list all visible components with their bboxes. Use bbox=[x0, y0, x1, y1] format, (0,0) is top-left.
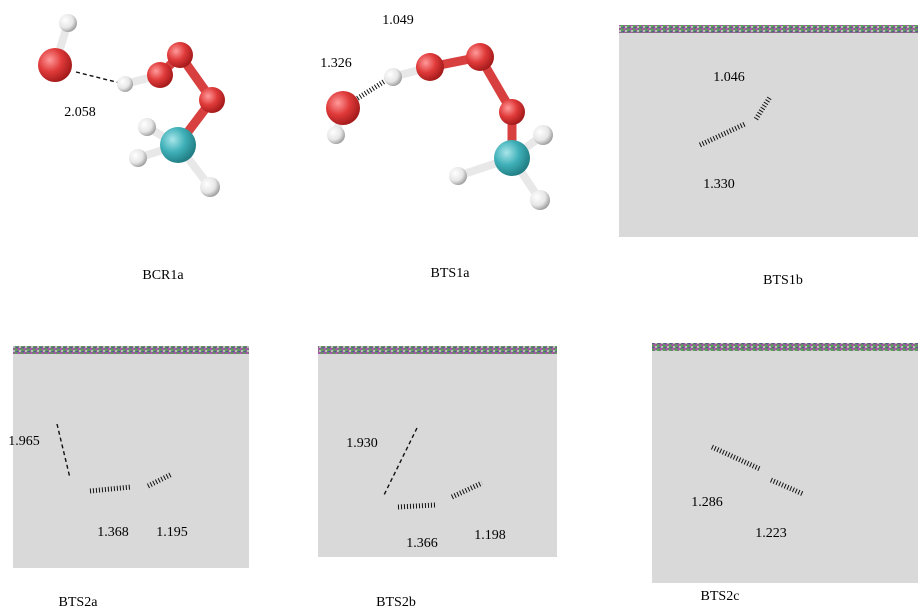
figure: 2.058 BCR1a 1.049 1.326 BTS1a bbox=[0, 0, 918, 610]
atom-o bbox=[167, 42, 193, 68]
atom-o bbox=[38, 48, 72, 82]
panel-label: BTS2c bbox=[701, 589, 740, 604]
atom-o bbox=[499, 99, 525, 125]
atom-h bbox=[530, 190, 550, 210]
distance-label: 1.326 bbox=[320, 56, 352, 71]
panel-bcr1a: 2.058 BCR1a bbox=[38, 14, 225, 283]
atom-h bbox=[200, 177, 220, 197]
atom-h bbox=[59, 14, 77, 32]
distance-label: 1.930 bbox=[346, 436, 378, 451]
atom-h bbox=[327, 126, 345, 144]
h-bond bbox=[76, 72, 120, 83]
atom-h bbox=[138, 118, 156, 136]
atom-h bbox=[129, 149, 147, 167]
panel-bts2a: 1.965 1.368 1.195 BTS2a bbox=[8, 346, 249, 610]
panel-bts1b: 1.046 1.330 BTS1b bbox=[619, 25, 918, 288]
atom-o bbox=[326, 91, 360, 125]
panel-bts1a: 1.049 1.326 BTS1a bbox=[320, 13, 553, 281]
noise-stripe bbox=[619, 25, 918, 33]
noise-stripe bbox=[652, 343, 918, 351]
noise-stripe bbox=[13, 346, 249, 354]
distance-label: 1.198 bbox=[474, 528, 506, 543]
distance-label: 2.058 bbox=[64, 105, 96, 120]
distance-label: 1.223 bbox=[755, 526, 787, 541]
panel-label: BTS1a bbox=[431, 266, 471, 281]
distance-label: 1.965 bbox=[8, 434, 40, 449]
distance-label: 1.195 bbox=[156, 525, 188, 540]
distance-label: 1.366 bbox=[406, 536, 438, 551]
atom-h bbox=[384, 68, 402, 86]
atom-o bbox=[466, 43, 494, 71]
distance-label: 1.049 bbox=[382, 13, 414, 28]
atom-c bbox=[494, 140, 530, 176]
panel-bts2b: 1.930 1.366 1.198 BTS2b bbox=[318, 346, 557, 610]
atom-h bbox=[449, 167, 467, 185]
atom-o bbox=[147, 62, 173, 88]
panel-label: BTS2a bbox=[59, 595, 99, 610]
distance-label: 1.046 bbox=[713, 70, 745, 85]
distance-label: 1.330 bbox=[703, 177, 735, 192]
panel-label: BCR1a bbox=[142, 268, 184, 283]
atom-o bbox=[416, 53, 444, 81]
render-box bbox=[652, 343, 918, 583]
atom-h bbox=[533, 125, 553, 145]
panel-label: BTS2b bbox=[376, 595, 416, 610]
render-box bbox=[318, 346, 557, 557]
h-bond bbox=[355, 79, 388, 100]
render-box bbox=[619, 25, 918, 237]
bonds bbox=[336, 57, 543, 200]
distance-label: 1.286 bbox=[691, 495, 723, 510]
render-box bbox=[13, 346, 249, 568]
atom-o bbox=[199, 87, 225, 113]
panel-bts2c: 1.286 1.223 BTS2c bbox=[652, 343, 918, 604]
noise-stripe bbox=[318, 346, 557, 354]
atom-h bbox=[117, 76, 133, 92]
distance-label: 1.368 bbox=[97, 525, 129, 540]
atom-c bbox=[160, 127, 196, 163]
panel-label: BTS1b bbox=[763, 273, 803, 288]
